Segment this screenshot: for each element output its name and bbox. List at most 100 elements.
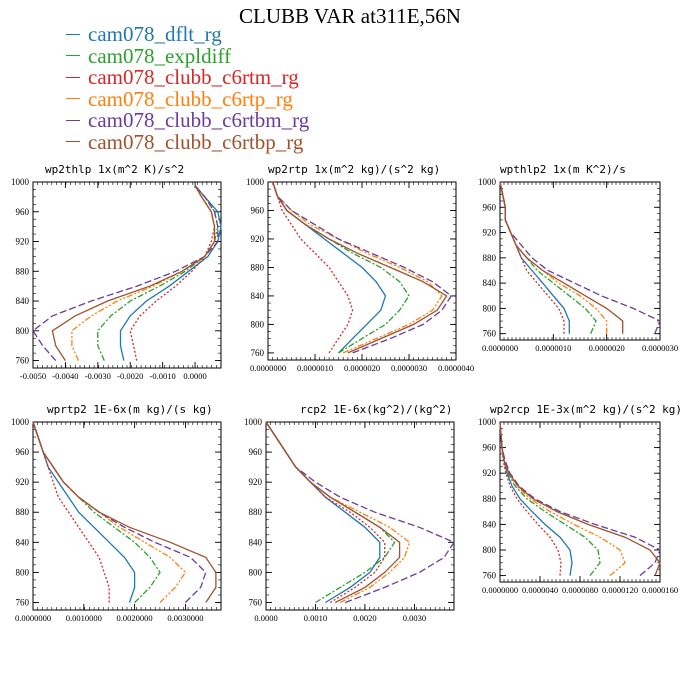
legend-swatch (66, 76, 80, 78)
y-tick-label: 1000 (478, 417, 497, 427)
y-tick-label: 920 (483, 228, 497, 238)
plot-frame (267, 181, 457, 361)
figure-title: CLUBB VAR at311E,56N (239, 4, 461, 28)
chart-title: wp2rcp 1E-3x(m^2 kg)/(s^2 kg) (490, 403, 683, 416)
y-tick-label: 1000 (246, 177, 265, 187)
y-tick-label: 840 (249, 537, 263, 547)
series-line-cam078_clubb_c6rtm_rg (129, 185, 216, 361)
x-tick-label: 0.0000040 (522, 585, 558, 595)
chart-plot: 760 800 840 880 920 960 1000 0.0000000 0.0000010… (246, 177, 474, 373)
legend-item: cam078_clubb_c6rtbm_rg (66, 109, 309, 132)
series-line-cam078_clubb_c6rtm_rg (32, 421, 110, 603)
x-tick-label: 0.0000020 (344, 363, 380, 373)
x-tick-label: 0.0020000 (117, 613, 153, 623)
legend-label: cam078_clubb_c6rtp_rg (88, 86, 293, 111)
x-tick-label: 0.0000030 (642, 343, 678, 353)
x-tick-label: 0.0000000 (250, 363, 286, 373)
x-tick-label: 0.0000 (254, 613, 277, 623)
y-tick-label: 760 (251, 348, 265, 358)
y-tick-label: 880 (16, 266, 30, 276)
legend-swatch (66, 98, 80, 100)
y-tick-label: 1000 (11, 177, 30, 187)
y-tick-label: 920 (251, 234, 265, 244)
series-line-cam078_clubb_c6rtp_rg (265, 421, 411, 604)
x-tick-label: 0.0000010 (297, 363, 333, 373)
series-line-cam078_dflt_rg (32, 421, 136, 603)
x-tick-label: 0.0000020 (589, 343, 625, 353)
y-tick-label: 800 (483, 303, 497, 313)
series-line-cam078_clubb_c6rtm_rg (499, 181, 565, 334)
x-tick-label: 0.0000040 (438, 363, 474, 373)
y-tick-label: 840 (16, 296, 30, 306)
x-tick-label: 0.0020 (353, 613, 376, 623)
series-line-cam078_expldiff (499, 421, 601, 577)
series-line-cam078_clubb_c6rtp_rg (499, 421, 626, 577)
chart-panel-1: wp2thlp 1x(m^2 K)/s^2 760 800 840 880 920 960 1… (11, 163, 222, 381)
series-line-cam078_expldiff (499, 181, 597, 334)
series-line-cam078_expldiff (97, 185, 219, 361)
chart-title: rcp2 1E-6x(kg^2)/(kg^2) (300, 403, 453, 416)
x-tick-label: 0.0010000 (66, 613, 102, 623)
y-tick-label: 760 (483, 329, 497, 339)
series-line-cam078_clubb_c6rtp_rg (71, 185, 216, 361)
y-tick-label: 880 (483, 494, 497, 504)
x-tick-label: 0.0000010 (535, 343, 571, 353)
y-tick-label: 960 (483, 202, 497, 212)
x-tick-label: 0.0000000 (15, 613, 51, 623)
legend-label: cam078_dflt_rg (88, 22, 222, 46)
series-line-cam078_dflt_rg (499, 421, 573, 576)
legend-swatch (66, 141, 80, 143)
x-tick-label: 0.0030 (403, 613, 426, 623)
y-tick-label: 1000 (11, 417, 30, 427)
x-tick-label: 0.0000 (183, 371, 206, 381)
series-line-cam078_clubb_c6rtbm_rg (499, 421, 661, 577)
x-tick-label: -0.0030 (85, 371, 111, 381)
chart-title: wprtp2 1E-6x(m kg)/(s kg) (47, 403, 213, 416)
y-tick-label: 1000 (478, 177, 497, 187)
series-line-cam078_clubb_c6rtbp_rg (272, 181, 448, 354)
y-tick-label: 840 (483, 278, 497, 288)
series-line-cam078_clubb_c6rtp_rg (499, 181, 608, 334)
x-tick-label: 0.0030000 (167, 613, 203, 623)
legend-item: cam078_clubb_c6rtm_rg (66, 66, 309, 89)
x-tick-label: 0.0000160 (642, 585, 678, 595)
legend-item: cam078_clubb_c6rtp_rg (66, 86, 309, 111)
legend-swatch (66, 33, 80, 35)
legend-item: cam078_expldiff (66, 45, 309, 68)
y-tick-label: 840 (483, 519, 497, 529)
y-tick-label: 960 (251, 205, 265, 215)
x-tick-label: -0.0020 (117, 371, 143, 381)
y-tick-label: 1000 (244, 417, 263, 427)
series-line-cam078_clubb_c6rtbm_rg (32, 421, 207, 603)
x-tick-label: -0.0010 (150, 371, 176, 381)
series-line-cam078_clubb_c6rtbm_rg (32, 185, 219, 362)
chart-panel-4: wprtp2 1E-6x(m kg)/(s kg) 760 800 840 880 920… (11, 403, 222, 623)
legend-swatch (66, 55, 80, 57)
plot-frame (499, 421, 661, 583)
plot-frame (265, 421, 455, 611)
legend-item: cam078_dflt_rg (66, 22, 309, 46)
legend-swatch (66, 119, 80, 121)
y-tick-label: 760 (16, 356, 30, 366)
chart-panel-6: wp2rcp 1E-3x(m^2 kg)/(s^2 kg) 760 800 840 88… (478, 403, 682, 595)
series-line-cam078_expldiff (272, 181, 410, 354)
y-tick-label: 800 (483, 545, 497, 555)
series-line-cam078_clubb_c6rtbp_rg (32, 421, 217, 603)
y-tick-label: 840 (251, 291, 265, 301)
series-line-cam078_clubb_c6rtbp_rg (499, 181, 624, 334)
series-line-cam078_dflt_rg (272, 181, 387, 354)
x-tick-label: 0.0000080 (562, 585, 598, 595)
series-line-cam078_expldiff (32, 421, 161, 603)
series-line-cam078_clubb_c6rtbp_rg (51, 185, 216, 361)
x-tick-label: 0.0000000 (482, 585, 518, 595)
x-tick-label: -0.0040 (52, 371, 78, 381)
y-tick-label: 960 (16, 447, 30, 457)
series-line-cam078_clubb_c6rtm_rg (272, 181, 354, 354)
y-tick-label: 880 (16, 507, 30, 517)
chart-title: wp2rtp 1x(m^2 kg)/(s^2 kg) (268, 163, 441, 176)
series-line-cam078_dflt_rg (119, 185, 222, 361)
chart-plot: 760 800 840 880 920 960 1000 0.0000000 0.0010000… (11, 417, 222, 623)
legend: cam078_dflt_rg cam078_expldiff cam078_cl… (66, 22, 309, 153)
chart-plot: 760 800 840 880 920 960 1000 0.0000000 0.0000010… (478, 177, 678, 353)
x-tick-label: 0.0010 (304, 613, 327, 623)
